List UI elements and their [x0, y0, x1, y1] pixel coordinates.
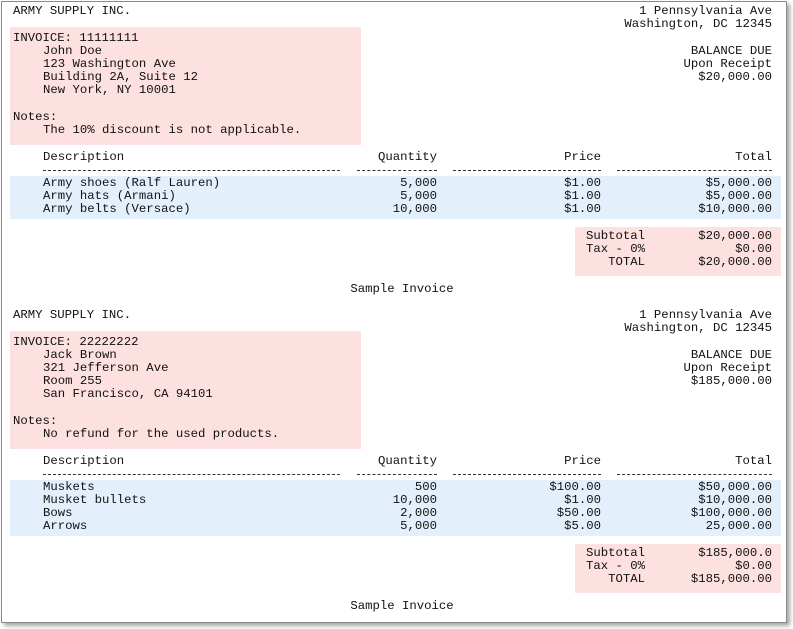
customer-box	[10, 331, 361, 449]
totals-value: $20,000.00	[698, 229, 772, 243]
balance-line: BALANCE DUE	[690, 348, 772, 362]
column-header: Description	[43, 454, 125, 468]
customer-line: Room 255	[43, 374, 103, 388]
column-header: Quantity	[377, 150, 437, 164]
totals-value: $0.00	[735, 559, 772, 573]
balance-line: Upon Receipt	[683, 57, 772, 71]
customer-box	[10, 27, 361, 145]
item-quantity: 5,000	[400, 189, 437, 203]
item-description: Muskets	[43, 480, 95, 494]
customer-line: San Francisco, CA 94101	[43, 387, 213, 401]
item-description: Army hats (Armani)	[43, 189, 176, 203]
column-header: Quantity	[377, 454, 437, 468]
note-text: The 10% discount is not applicable.	[43, 123, 302, 137]
totals-label: TOTAL	[608, 572, 645, 586]
item-total: $50,000.00	[698, 480, 772, 494]
totals-value: $20,000.00	[698, 255, 772, 269]
totals-label: Subtotal	[585, 229, 645, 243]
customer-line: Building 2A, Suite 12	[43, 70, 198, 84]
item-price: $5.00	[564, 519, 601, 533]
invoice-number: INVOICE: 11111111	[13, 31, 139, 45]
totals-label: Subtotal	[585, 546, 645, 560]
notes-label: Notes:	[13, 414, 58, 428]
footer: Sample Invoice	[350, 282, 454, 296]
totals-label: Tax - 0%	[585, 559, 645, 573]
company-name: ARMY SUPPLY INC.	[13, 4, 132, 18]
item-price: $50.00	[556, 506, 601, 520]
item-price: $1.00	[564, 493, 601, 507]
balance-line: Upon Receipt	[683, 361, 772, 375]
item-price: $100.00	[549, 480, 601, 494]
column-header: Price	[564, 454, 601, 468]
company-name: ARMY SUPPLY INC.	[13, 308, 132, 322]
customer-line: 321 Jefferson Ave	[43, 361, 169, 375]
company-address: 1 Pennsylvania Ave	[639, 4, 772, 18]
footer: Sample Invoice	[350, 599, 454, 613]
totals-value: $185,000.00	[690, 572, 772, 586]
item-description: Arrows	[43, 519, 88, 533]
item-price: $1.00	[564, 189, 601, 203]
item-total: $10,000.00	[698, 202, 772, 216]
item-total: $5,000.00	[705, 189, 772, 203]
items-band	[10, 480, 781, 536]
header-rule	[357, 474, 437, 475]
item-description: Army shoes (Ralf Lauren)	[43, 176, 221, 190]
item-price: $1.00	[564, 176, 601, 190]
note-text: No refund for the used products.	[43, 427, 280, 441]
column-header: Description	[43, 150, 125, 164]
header-rule	[617, 170, 772, 171]
totals-value: $0.00	[735, 242, 772, 256]
column-header: Total	[735, 150, 772, 164]
invoice-number: INVOICE: 22222222	[13, 335, 139, 349]
company-address: 1 Pennsylvania Ave	[639, 308, 772, 322]
balance-line: $185,000.00	[690, 374, 772, 388]
item-description: Musket bullets	[43, 493, 147, 507]
column-header: Total	[735, 454, 772, 468]
header-rule	[617, 474, 772, 475]
item-quantity: 2,000	[400, 506, 437, 520]
customer-line: Jack Brown	[43, 348, 117, 362]
item-quantity: 5,000	[400, 519, 437, 533]
item-quantity: 5,000	[400, 176, 437, 190]
header-rule	[453, 474, 601, 475]
customer-line: John Doe	[43, 44, 103, 58]
company-address: Washington, DC 12345	[624, 321, 772, 335]
balance-line: $20,000.00	[698, 70, 772, 84]
customer-line: New York, NY 10001	[43, 83, 176, 97]
item-total: $5,000.00	[705, 176, 772, 190]
header-rule	[357, 170, 437, 171]
items-band	[10, 176, 781, 219]
item-description: Army belts (Versace)	[43, 202, 191, 216]
notes-label: Notes:	[13, 110, 58, 124]
header-rule	[453, 170, 601, 171]
item-total: $10,000.00	[698, 493, 772, 507]
balance-line: BALANCE DUE	[690, 44, 772, 58]
item-description: Bows	[43, 506, 73, 520]
totals-box	[575, 227, 781, 276]
totals-label: TOTAL	[608, 255, 645, 269]
totals-value: $185,000.0	[698, 546, 772, 560]
totals-label: Tax - 0%	[585, 242, 645, 256]
item-price: $1.00	[564, 202, 601, 216]
header-rule	[43, 474, 340, 475]
column-header: Price	[564, 150, 601, 164]
item-quantity: 500	[414, 480, 437, 494]
item-quantity: 10,000	[392, 493, 437, 507]
item-total: $100,000.00	[690, 506, 772, 520]
company-address: Washington, DC 12345	[624, 17, 772, 31]
item-total: 25,000.00	[705, 519, 772, 533]
item-quantity: 10,000	[392, 202, 437, 216]
customer-line: 123 Washington Ave	[43, 57, 176, 71]
totals-box	[575, 544, 781, 593]
header-rule	[43, 170, 340, 171]
